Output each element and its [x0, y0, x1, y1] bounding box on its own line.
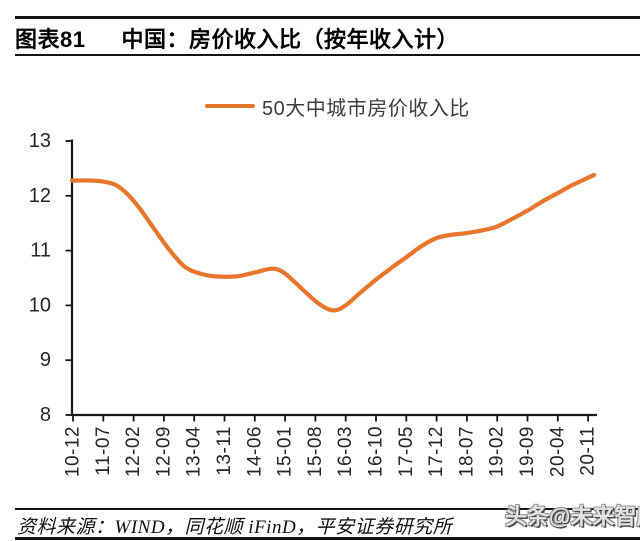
data-source-note: 资料来源：WIND，同花顺 iFinD，平安证券研究所 [17, 517, 453, 538]
y-axis-label: 11 [30, 240, 51, 262]
x-axis-label: 10-12 [63, 426, 84, 477]
axis-lines [70, 139, 597, 417]
watermark: 头条@未来智库 [505, 504, 640, 529]
legend-series-label: 50大中城市房价收入比 [262, 97, 470, 120]
y-axis-label: 12 [29, 185, 51, 207]
x-axis-label: 16-03 [335, 426, 356, 477]
x-axis-label: 15-08 [305, 426, 326, 477]
y-axis-label: 8 [40, 404, 51, 426]
title-bottom-rule [15, 54, 640, 56]
x-axis-label: 18-07 [456, 426, 477, 477]
x-axis-label: 17-05 [396, 426, 417, 477]
top-rule [15, 16, 640, 19]
x-axis-label: 16-10 [366, 426, 387, 477]
x-axis-label: 15-01 [275, 426, 296, 477]
x-axis-label: 12-09 [153, 426, 174, 477]
footer-top-rule [15, 508, 640, 511]
x-axis-label: 20-11 [578, 426, 599, 476]
series-line-50-city-ratio [70, 172, 597, 313]
figure-title-row: 图表81 中国：房价收入比（按年收入计） [15, 22, 640, 54]
x-axis-label: 14-06 [244, 426, 265, 477]
x-axis-label: 19-02 [487, 426, 508, 477]
y-axis-label: 9 [40, 349, 51, 371]
page-title: 中国：房价收入比（按年收入计） [121, 27, 459, 52]
chart-legend: 50大中城市房价收入比 [205, 92, 470, 120]
x-axis-label: 13-11 [214, 426, 235, 476]
x-axis-label: 19-09 [517, 426, 538, 477]
y-axis-label: 13 [29, 130, 51, 152]
x-axis-label: 11-07 [93, 426, 114, 476]
figure-id-label: 图表81 [15, 27, 86, 52]
y-axis-label: 10 [29, 294, 51, 316]
x-axis-label: 13-04 [184, 426, 205, 477]
x-axis-label: 17-12 [426, 426, 447, 477]
legend-line-swatch [205, 104, 255, 108]
footer-bottom-rule [15, 537, 640, 540]
x-axis-label: 12-02 [123, 426, 144, 477]
x-axis-label: 20-04 [547, 426, 568, 477]
